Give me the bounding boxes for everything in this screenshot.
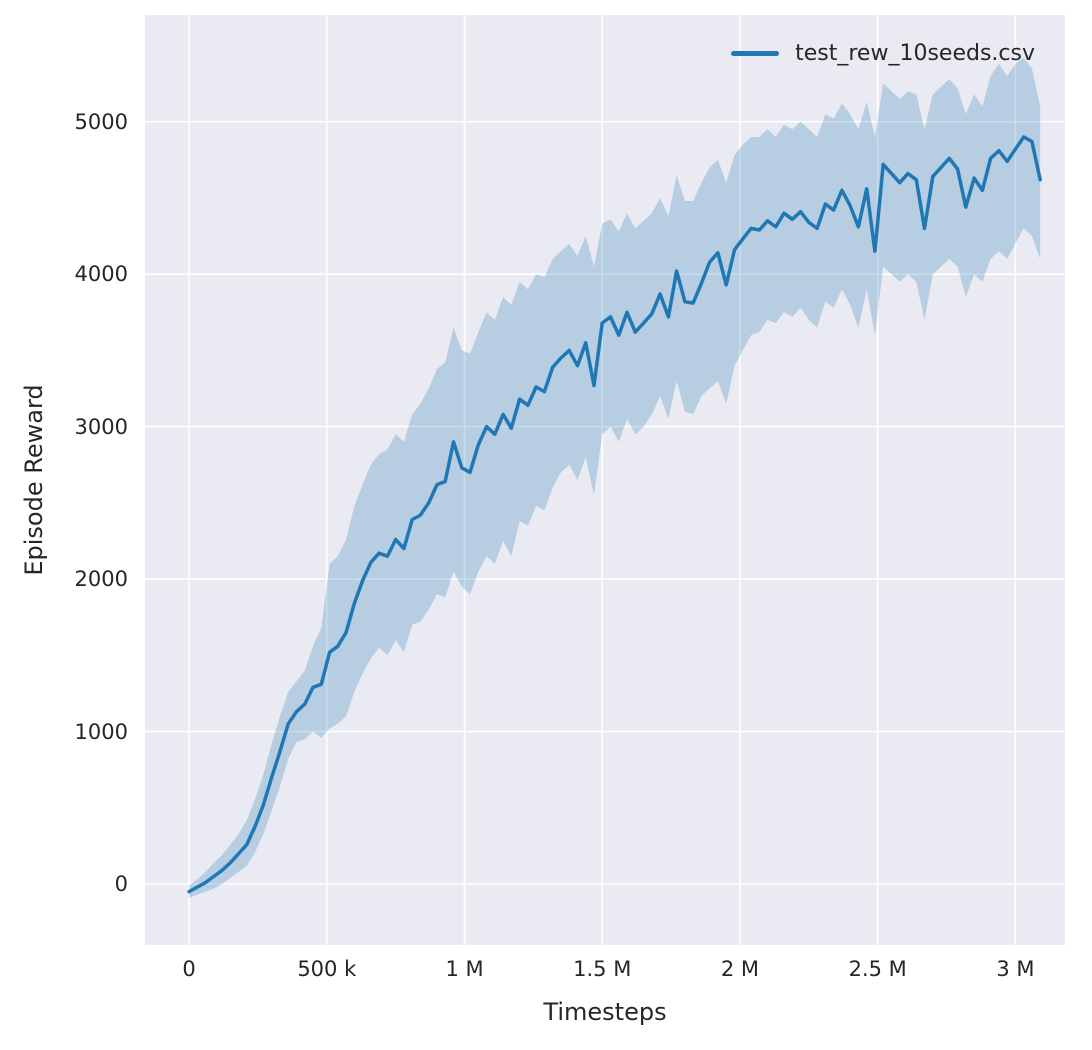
y-tick-label: 4000 <box>74 262 128 287</box>
y-tick-label: 5000 <box>74 109 128 134</box>
y-tick-label: 1000 <box>74 719 128 744</box>
y-tick-label: 2000 <box>74 567 128 592</box>
x-tick-label: 3 M <box>996 957 1035 981</box>
plot-area: test_rew_10seeds.csv <box>145 15 1065 945</box>
legend-line-swatch <box>731 51 780 56</box>
x-axis-title: Timesteps <box>543 998 667 1026</box>
y-axis-title: Episode Reward <box>20 384 48 576</box>
y-tick-label: 3000 <box>74 414 128 439</box>
chart-canvas <box>145 15 1065 945</box>
x-tick-label: 1 M <box>445 957 484 981</box>
x-tick-label: 2 M <box>720 957 760 981</box>
legend-label: test_rew_10seeds.csv <box>795 41 1035 66</box>
y-tick-label: 0 <box>114 872 128 897</box>
x-tick-label: 0 <box>182 957 196 981</box>
x-tick-label: 2.5 M <box>848 957 907 981</box>
x-tick-label: 1.5 M <box>573 957 632 981</box>
x-tick-label: 500 k <box>297 957 357 981</box>
legend: test_rew_10seeds.csv <box>731 41 1035 66</box>
